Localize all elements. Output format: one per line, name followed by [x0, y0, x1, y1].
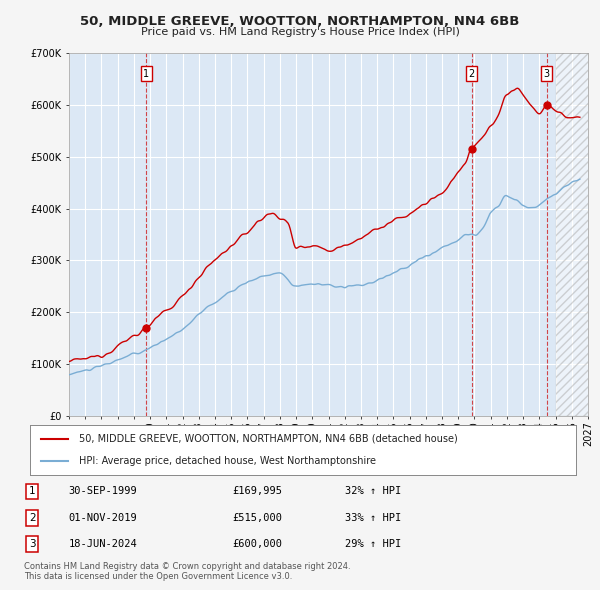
- Text: £515,000: £515,000: [232, 513, 283, 523]
- Text: Price paid vs. HM Land Registry's House Price Index (HPI): Price paid vs. HM Land Registry's House …: [140, 27, 460, 37]
- Text: 30-SEP-1999: 30-SEP-1999: [69, 486, 137, 496]
- Text: HPI: Average price, detached house, West Northamptonshire: HPI: Average price, detached house, West…: [79, 456, 376, 466]
- Text: 2: 2: [469, 69, 475, 79]
- Text: 32% ↑ HPI: 32% ↑ HPI: [345, 486, 401, 496]
- Text: 1: 1: [143, 69, 149, 79]
- Text: 1: 1: [29, 486, 35, 496]
- Text: 33% ↑ HPI: 33% ↑ HPI: [345, 513, 401, 523]
- Text: 18-JUN-2024: 18-JUN-2024: [69, 539, 137, 549]
- Text: 50, MIDDLE GREEVE, WOOTTON, NORTHAMPTON, NN4 6BB: 50, MIDDLE GREEVE, WOOTTON, NORTHAMPTON,…: [80, 15, 520, 28]
- Text: £169,995: £169,995: [232, 486, 283, 496]
- Text: Contains HM Land Registry data © Crown copyright and database right 2024.
This d: Contains HM Land Registry data © Crown c…: [24, 562, 350, 581]
- Text: 3: 3: [29, 539, 35, 549]
- Text: £600,000: £600,000: [232, 539, 283, 549]
- Bar: [556, 53, 596, 416]
- Text: 3: 3: [544, 69, 550, 79]
- Text: 29% ↑ HPI: 29% ↑ HPI: [345, 539, 401, 549]
- Text: 2: 2: [29, 513, 35, 523]
- Text: 01-NOV-2019: 01-NOV-2019: [69, 513, 137, 523]
- Text: 50, MIDDLE GREEVE, WOOTTON, NORTHAMPTON, NN4 6BB (detached house): 50, MIDDLE GREEVE, WOOTTON, NORTHAMPTON,…: [79, 434, 458, 444]
